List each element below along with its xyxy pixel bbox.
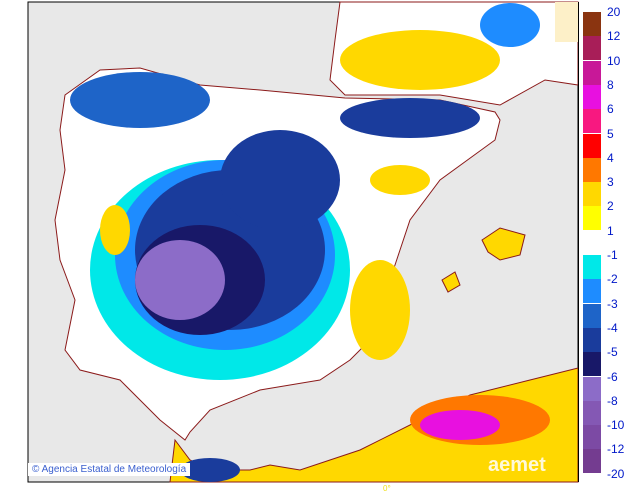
anomaly-area: [100, 205, 130, 255]
anomaly-area: [135, 240, 225, 320]
legend-swatch: [583, 12, 601, 36]
legend-label: 4: [607, 150, 614, 165]
legend-swatch: [583, 36, 601, 61]
ibiza: [441, 271, 461, 293]
legend-label: 6: [607, 102, 614, 117]
legend-label: -1: [607, 248, 618, 262]
legend-swatch: [583, 182, 601, 207]
legend-swatch: [583, 449, 601, 474]
credit-text: Agencia Estatal de Meteorología: [41, 464, 187, 475]
anomaly-area: [555, 2, 578, 42]
legend-swatch: [583, 84, 601, 109]
legend-label: -10: [607, 418, 625, 433]
anomaly-area: [70, 72, 210, 128]
legend-swatch: [583, 60, 601, 85]
mallorca: [481, 227, 526, 261]
legend-label: -8: [607, 393, 618, 408]
aemet-logo: aemet: [488, 454, 546, 476]
legend-label: 10: [607, 53, 621, 68]
legend-label: -20: [607, 466, 625, 481]
anomaly-area: [340, 98, 480, 138]
anomaly-area: [340, 30, 500, 90]
legend-swatch: [583, 303, 601, 328]
legend-label: -12: [607, 442, 625, 457]
legend-label: 1: [607, 223, 614, 238]
copyright-credit: © Agencia Estatal de Meteorología: [28, 463, 191, 476]
legend-label: 20: [607, 5, 621, 19]
anomaly-area: [220, 130, 340, 230]
anomaly-area: [350, 260, 410, 360]
legend-swatch: [583, 279, 601, 304]
legend-swatch: [583, 352, 601, 377]
legend-swatch: [583, 109, 601, 134]
anomaly-area: [180, 458, 240, 482]
anomaly-area: [420, 410, 500, 440]
legend-swatch: [583, 376, 601, 401]
legend-swatch: [583, 255, 601, 279]
legend-label: -4: [607, 320, 618, 335]
legend-label: 3: [607, 175, 614, 190]
legend-label: -2: [607, 272, 618, 287]
legend-swatch: [583, 206, 601, 231]
legend-label: -6: [607, 369, 618, 384]
anomaly-area: [370, 165, 430, 195]
legend-label: -3: [607, 296, 618, 311]
legend-swatch: [583, 133, 601, 158]
legend-label: 5: [607, 126, 614, 141]
legend-label: 12: [607, 29, 621, 44]
legend-swatch: [583, 157, 601, 182]
legend-swatch: [583, 425, 601, 450]
legend-swatch: [583, 327, 601, 352]
legend-label: 8: [607, 77, 614, 92]
legend-label: -5: [607, 345, 618, 360]
legend-label: 2: [607, 199, 614, 214]
meridian-label: 0°: [383, 484, 391, 493]
anomaly-area: [480, 3, 540, 47]
legend-swatch: [583, 400, 601, 425]
